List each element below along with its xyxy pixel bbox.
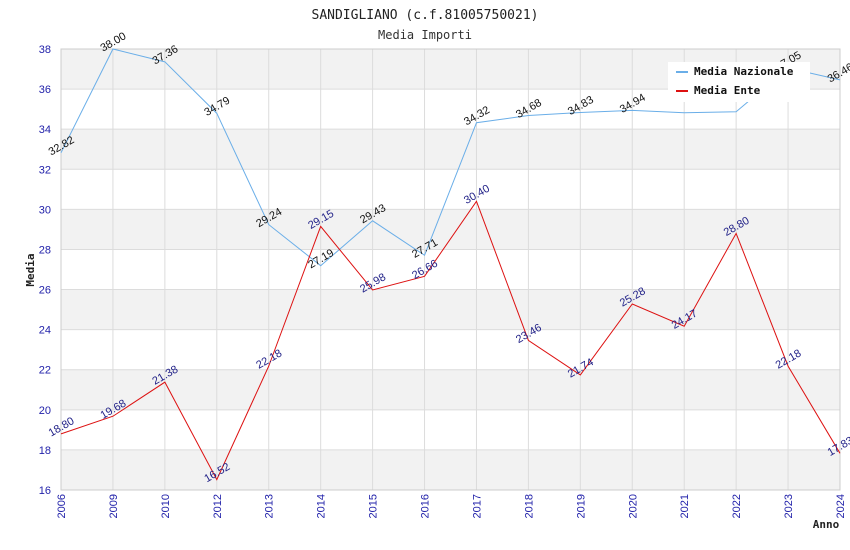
band — [61, 329, 840, 370]
x-tick-label: 2019 — [575, 494, 587, 518]
plot-frame — [60, 48, 841, 491]
band — [61, 449, 840, 490]
band — [61, 209, 840, 250]
x-tick-label: 2006 — [56, 494, 68, 518]
y-tick-label: 38 — [39, 44, 51, 56]
x-tick-label: 2018 — [523, 494, 535, 518]
band — [61, 129, 840, 170]
x-tick-label: 2020 — [627, 494, 639, 518]
series-line-media-nazionale — [60, 48, 841, 267]
x-tick-label: 2016 — [420, 494, 432, 518]
legend-label-media-ente: Media Ente — [694, 84, 761, 97]
x-tick-label: 2012 — [212, 494, 224, 518]
x-tick-label: 2021 — [679, 494, 691, 518]
y-tick-label: 18 — [39, 445, 51, 457]
legend-label-media-nazionale: Media Nazionale — [694, 65, 794, 78]
y-tick-label: 34 — [39, 124, 51, 136]
y-tick-label: 28 — [39, 244, 51, 256]
x-tick-label: 2010 — [160, 494, 172, 518]
x-tick-label: 2013 — [264, 494, 276, 518]
series-lines — [60, 48, 841, 481]
y-tick-label: 24 — [39, 325, 51, 337]
x-tick-label: 2022 — [731, 494, 743, 518]
series-line-media-ente — [60, 200, 841, 481]
x-tick-label: 2023 — [783, 494, 795, 518]
chart-subtitle: Media Importi — [378, 28, 472, 42]
y-tick-label: 20 — [39, 405, 51, 417]
y-axis-label: Media — [24, 253, 37, 286]
y-tick-label: 30 — [39, 204, 51, 216]
x-tick-label: 2014 — [316, 494, 328, 518]
band — [61, 289, 840, 330]
y-tick-label: 26 — [39, 285, 51, 297]
band — [61, 369, 840, 410]
y-tick-label: 16 — [39, 485, 51, 497]
y-tick-labels: 16 18 20 22 24 26 28 30 32 34 36 38 — [39, 44, 51, 497]
band — [61, 409, 840, 450]
x-tick-labels: 2006 2009 2010 2012 2013 2014 2015 2016 2017 2018… — [56, 494, 847, 518]
background-bands — [61, 49, 840, 490]
y-tick-label: 22 — [39, 365, 51, 377]
band — [61, 249, 840, 290]
x-tick-label: 2009 — [108, 494, 120, 518]
y-tick-label: 36 — [39, 84, 51, 96]
x-tick-label: 2015 — [368, 494, 380, 518]
chart-title: SANDIGLIANO (c.f.81005750021) — [312, 8, 539, 23]
y-tick-label: 32 — [39, 164, 51, 176]
x-tick-label: 2024 — [835, 494, 847, 518]
legend: Media Nazionale Media Ente — [668, 62, 810, 102]
legend-box — [668, 62, 810, 102]
x-tick-label: 2017 — [471, 494, 483, 518]
x-axis-label: Anno — [813, 518, 840, 531]
